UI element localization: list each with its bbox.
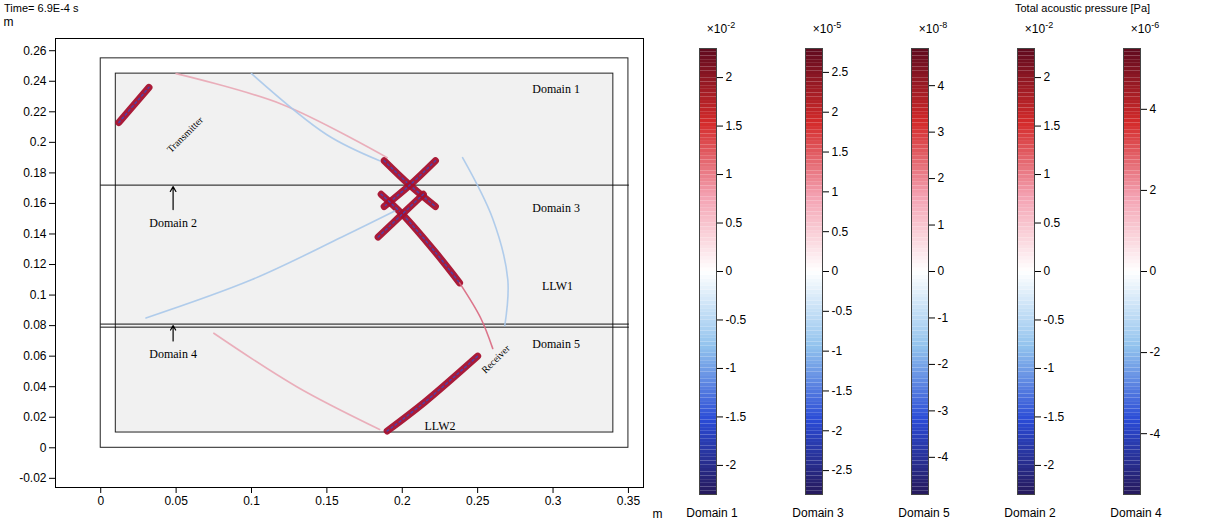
svg-text:3: 3 (938, 125, 945, 139)
svg-text:-2.5: -2.5 (832, 463, 853, 477)
svg-text:0.15: 0.15 (315, 494, 339, 508)
svg-text:-1: -1 (1044, 361, 1055, 375)
svg-text:-2: -2 (938, 357, 949, 371)
html-text:Domain 2: Domain 2 (1004, 506, 1056, 520)
svg-text:0.06: 0.06 (23, 349, 47, 363)
svg-text:-1: -1 (938, 311, 949, 325)
svg-text:1: 1 (1044, 167, 1051, 181)
html-text:Domain 3: Domain 3 (792, 506, 844, 520)
svg-text:0: 0 (726, 264, 733, 278)
svg-text:2.5: 2.5 (832, 65, 849, 79)
svg-text:2: 2 (938, 171, 945, 185)
svg-text:0.16: 0.16 (23, 196, 47, 210)
svg-text:0.22: 0.22 (23, 105, 47, 119)
svg-text:-3: -3 (938, 404, 949, 418)
svg-text:-2: -2 (1150, 345, 1161, 359)
svg-text:-1.5: -1.5 (832, 384, 853, 398)
svg-text:LLW1: LLW1 (542, 279, 573, 293)
svg-text:0.5: 0.5 (1044, 216, 1061, 230)
svg-text:0.24: 0.24 (23, 74, 47, 88)
svg-text:1.5: 1.5 (832, 145, 849, 159)
html-text:Time= 6.9E-4 s: Time= 6.9E-4 s (4, 2, 79, 14)
html-text:Domain 1: Domain 1 (686, 506, 738, 520)
svg-text:m: m (653, 507, 663, 520)
html-text:×10-6: ×10-6 (1130, 20, 1160, 36)
svg-text:0.08: 0.08 (23, 318, 47, 332)
svg-text:4: 4 (1150, 102, 1157, 116)
html-text:×10-2: ×10-2 (706, 20, 736, 36)
svg-text:0.1: 0.1 (243, 494, 260, 508)
svg-text:0.02: 0.02 (23, 410, 47, 424)
svg-text:Domain 1: Domain 1 (532, 82, 580, 96)
svg-text:-0.5: -0.5 (1044, 313, 1065, 327)
svg-text:1: 1 (832, 185, 839, 199)
svg-text:-1.5: -1.5 (1044, 410, 1065, 424)
svg-text:-0.5: -0.5 (726, 313, 747, 327)
svg-text:-1: -1 (726, 361, 737, 375)
svg-text:2: 2 (726, 70, 733, 84)
svg-text:0: 0 (40, 441, 47, 455)
svg-text:Domain 2: Domain 2 (149, 216, 197, 230)
svg-text:2: 2 (1150, 183, 1157, 197)
svg-text:0: 0 (1150, 264, 1157, 278)
html-text:Total acoustic pressure [Pa]: Total acoustic pressure [Pa] (1015, 2, 1151, 14)
svg-text:-4: -4 (938, 450, 949, 464)
svg-text:Domain 5: Domain 5 (532, 337, 580, 351)
svg-text:0.3: 0.3 (545, 494, 562, 508)
svg-text:LLW2: LLW2 (424, 419, 455, 433)
svg-text:Transmitter: Transmitter (165, 114, 206, 155)
html-text:Domain 5: Domain 5 (898, 506, 950, 520)
svg-text:4: 4 (938, 79, 945, 93)
svg-text:0.26: 0.26 (23, 44, 47, 58)
svg-text:Domain 4: Domain 4 (149, 347, 197, 361)
svg-text:0.2: 0.2 (394, 494, 411, 508)
svg-text:0.5: 0.5 (726, 216, 743, 230)
svg-text:-1: -1 (832, 344, 843, 358)
svg-text:0: 0 (832, 264, 839, 278)
html-text:×10-5: ×10-5 (812, 20, 842, 36)
svg-text:1: 1 (726, 167, 733, 181)
svg-text:0.1: 0.1 (30, 288, 47, 302)
svg-text:0.35: 0.35 (617, 494, 641, 508)
svg-text:1: 1 (938, 218, 945, 232)
svg-text:0.2: 0.2 (30, 135, 47, 149)
svg-text:-1.5: -1.5 (726, 410, 747, 424)
svg-text:0.18: 0.18 (23, 166, 47, 180)
svg-text:-0.02: -0.02 (19, 471, 47, 485)
svg-text:1.5: 1.5 (1044, 119, 1061, 133)
svg-text:1.5: 1.5 (726, 119, 743, 133)
svg-text:0.25: 0.25 (466, 494, 490, 508)
svg-text:2: 2 (1044, 70, 1051, 84)
svg-text:0.05: 0.05 (164, 494, 188, 508)
html-text:Domain 4: Domain 4 (1110, 506, 1162, 520)
svg-text:0.14: 0.14 (23, 227, 47, 241)
svg-text:-2: -2 (726, 458, 737, 472)
svg-text:0.04: 0.04 (23, 380, 47, 394)
svg-text:0: 0 (938, 264, 945, 278)
svg-text:-2: -2 (1044, 458, 1055, 472)
svg-text:0.12: 0.12 (23, 257, 47, 271)
svg-text:-4: -4 (1150, 427, 1161, 441)
svg-text:-2: -2 (832, 424, 843, 438)
html-text:×10-8: ×10-8 (918, 20, 948, 36)
svg-text:0: 0 (1044, 264, 1051, 278)
svg-text:2: 2 (832, 105, 839, 119)
html-text:×10-2: ×10-2 (1024, 20, 1054, 36)
svg-text:m: m (4, 15, 14, 29)
svg-text:0: 0 (97, 494, 104, 508)
svg-text:0.5: 0.5 (832, 225, 849, 239)
svg-text:Domain 3: Domain 3 (532, 201, 580, 215)
svg-text:Receiver: Receiver (479, 342, 512, 375)
svg-text:-0.5: -0.5 (832, 304, 853, 318)
